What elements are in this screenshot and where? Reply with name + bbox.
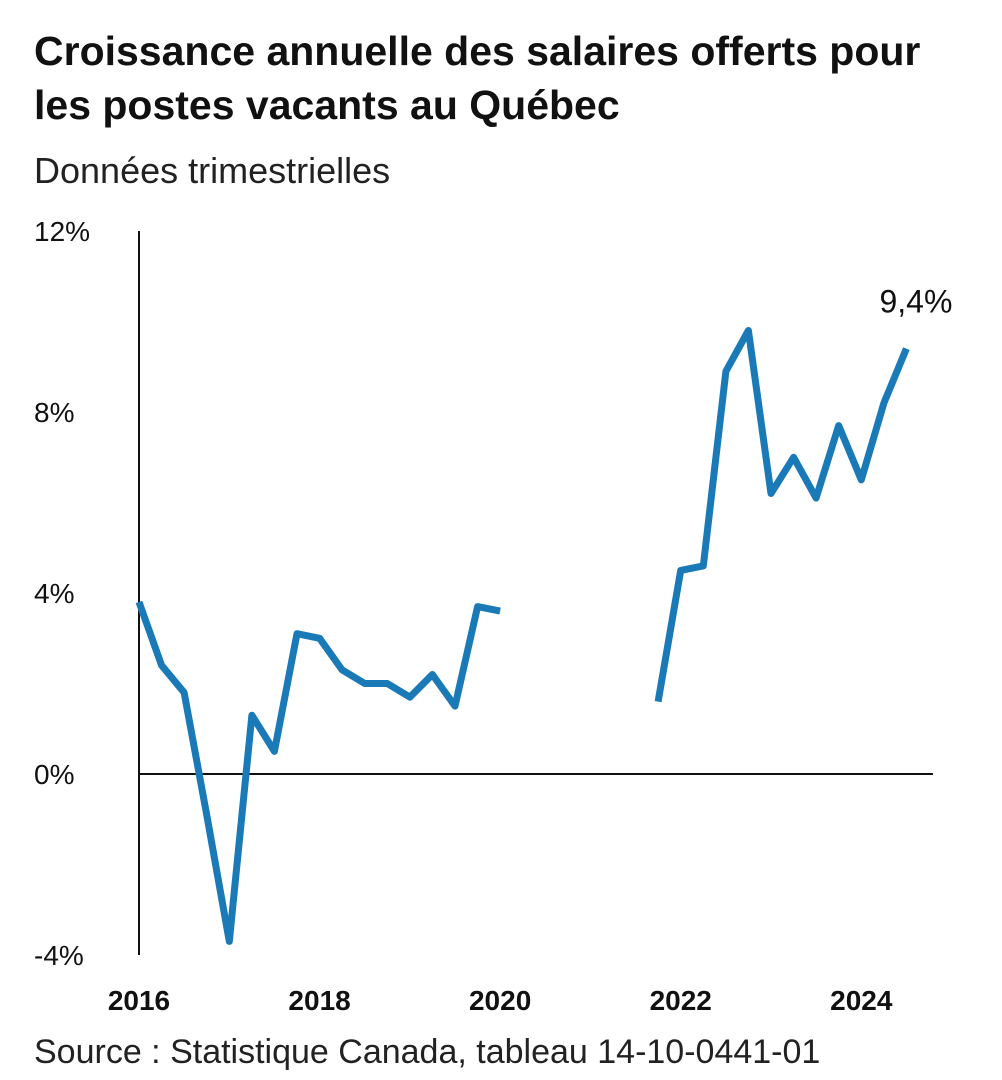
x-tick-label: 2016 xyxy=(108,985,170,1016)
y-tick-label: 8% xyxy=(34,397,74,428)
chart-source: Source : Statistique Canada, tableau 14-… xyxy=(34,1033,821,1071)
y-tick-label: 4% xyxy=(34,578,74,609)
last-value-label: 9,4% xyxy=(879,284,952,320)
y-axis-ticks: 12% 8% 4% 0% -4% xyxy=(34,216,90,971)
x-tick-label: 2020 xyxy=(469,985,531,1016)
annotations: 9,4% xyxy=(879,284,952,320)
chart-title: Croissance annuelle des salaires offerts… xyxy=(34,28,921,128)
series-line xyxy=(135,600,501,945)
series-lines xyxy=(135,327,910,945)
y-tick-label: 12% xyxy=(34,216,90,247)
x-tick-label: 2022 xyxy=(650,985,712,1016)
x-tick-label: 2018 xyxy=(288,985,350,1016)
chart-subtitle: Données trimestrielles xyxy=(34,150,391,191)
x-tick-label: 2024 xyxy=(830,985,893,1016)
x-axis-ticks: 2016 2018 2020 2022 2024 xyxy=(108,985,893,1016)
line-chart: 12% 8% 4% 0% -4% 2016 2018 2020 2022 2024 9,4% xyxy=(34,216,952,1016)
y-tick-label: -4% xyxy=(34,940,84,971)
y-tick-label: 0% xyxy=(34,759,74,790)
chart-axes xyxy=(138,231,933,955)
series-line xyxy=(654,327,910,703)
